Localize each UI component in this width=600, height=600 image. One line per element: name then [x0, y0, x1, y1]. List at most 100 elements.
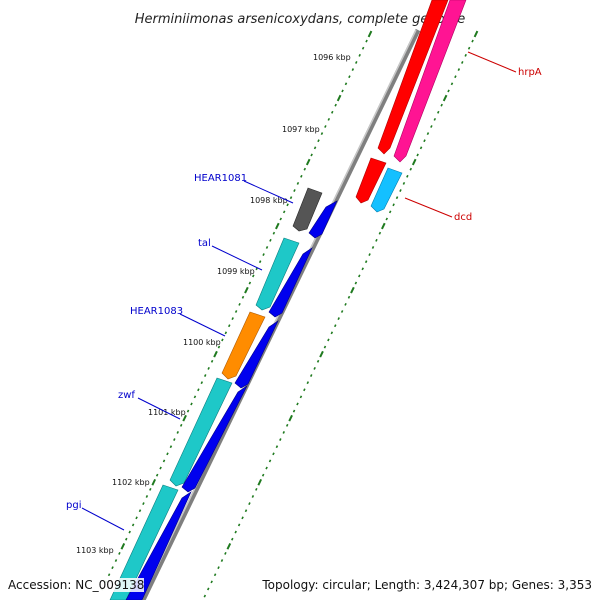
minor-tick — [457, 68, 461, 72]
major-tick — [244, 286, 249, 294]
gene-label-zwf[interactable]: zwf — [118, 390, 135, 401]
minor-tick — [190, 402, 193, 406]
minor-tick — [399, 189, 402, 192]
gene-hrpA-red[interactable] — [377, 0, 449, 155]
minor-tick — [299, 395, 303, 399]
minor-tick — [371, 246, 375, 249]
minor-tick — [355, 61, 358, 64]
minor-tick — [324, 125, 327, 128]
gene-HEAR1081[interactable] — [292, 187, 323, 232]
minor-tick — [159, 466, 162, 470]
minor-tick — [385, 217, 388, 221]
minor-tick — [392, 203, 395, 207]
minor-tick — [107, 573, 111, 577]
gene-tal[interactable] — [255, 237, 300, 311]
minor-tick — [265, 246, 269, 249]
minor-tick — [303, 167, 307, 171]
minor-tick — [334, 103, 337, 107]
accession-text: Accession: NC_009138 — [8, 578, 145, 592]
major-tick — [226, 542, 232, 550]
leader-pgi — [81, 507, 125, 531]
gene-blue-5[interactable] — [125, 491, 192, 600]
major-tick — [305, 158, 311, 166]
major-tick — [411, 158, 417, 166]
minor-tick — [416, 153, 419, 157]
minor-tick — [330, 331, 334, 335]
topology-text: Topology: circular; Length: 3,424,307 bp… — [262, 578, 592, 592]
minor-tick — [464, 53, 467, 57]
minor-tick — [354, 281, 358, 285]
gene-pgi[interactable] — [109, 484, 179, 600]
minor-tick — [461, 61, 464, 64]
major-tick — [473, 30, 479, 38]
minor-tick — [340, 310, 344, 313]
minor-tick — [344, 302, 347, 306]
tick-label-1098: 1098 kbp — [250, 196, 288, 205]
gene-label-HEAR1081[interactable]: HEAR1081 — [194, 173, 247, 184]
minor-tick — [203, 594, 207, 598]
minor-tick — [252, 274, 255, 278]
tick-ring-right — [203, 30, 479, 598]
minor-tick — [231, 317, 234, 321]
gene-label-HEAR1083[interactable]: HEAR1083 — [130, 306, 183, 317]
minor-tick — [300, 174, 303, 178]
minor-tick — [378, 231, 382, 235]
minor-tick — [162, 459, 166, 463]
tick-label-1100: 1100 kbp — [183, 338, 221, 347]
minor-tick — [169, 445, 173, 449]
leader-tal — [211, 245, 263, 271]
gene-blue-3[interactable] — [234, 320, 279, 389]
minor-tick — [179, 423, 183, 427]
minor-tick — [292, 409, 296, 413]
minor-tick — [272, 231, 276, 235]
minor-tick — [262, 253, 265, 256]
minor-tick — [203, 374, 207, 377]
minor-tick — [237, 523, 241, 527]
minor-tick — [261, 473, 265, 477]
minor-tick — [234, 310, 238, 313]
gene-label-tal[interactable]: tal — [198, 238, 211, 249]
gene-label-dcd[interactable]: dcd — [454, 212, 472, 223]
major-tick — [151, 478, 157, 486]
tick-label-1103: 1103 kbp — [76, 546, 114, 555]
minor-tick — [142, 502, 145, 506]
gene-dcd[interactable] — [370, 167, 403, 213]
gene-zwf[interactable] — [169, 377, 233, 487]
minor-tick — [323, 345, 327, 349]
minor-tick — [341, 89, 344, 93]
minor-tick — [289, 196, 293, 200]
gene-blue-1[interactable] — [308, 200, 338, 239]
minor-tick — [248, 502, 251, 506]
major-tick — [275, 222, 280, 230]
major-tick — [288, 414, 293, 422]
minor-tick — [207, 587, 210, 591]
minor-tick — [395, 196, 399, 200]
gene-blue-2[interactable] — [268, 247, 313, 318]
minor-tick — [467, 46, 471, 50]
minor-tick — [268, 459, 272, 463]
major-tick — [367, 30, 373, 38]
minor-tick — [293, 189, 296, 192]
gene-red-lower[interactable] — [355, 157, 387, 204]
major-tick — [120, 542, 126, 550]
minor-tick — [402, 181, 406, 185]
minor-tick — [303, 388, 306, 392]
minor-tick — [125, 537, 128, 541]
minor-tick — [282, 431, 286, 434]
gene-blue-4[interactable] — [181, 385, 248, 493]
minor-tick — [347, 295, 351, 299]
major-tick — [336, 94, 342, 102]
minor-tick — [327, 117, 331, 121]
minor-tick — [234, 530, 237, 534]
minor-tick — [426, 132, 430, 136]
gene-label-hrpA[interactable]: hrpA — [518, 67, 542, 78]
gene-label-pgi[interactable]: pgi — [66, 500, 81, 511]
minor-tick — [313, 366, 316, 370]
gene-HEAR1083[interactable] — [221, 311, 266, 380]
minor-tick — [337, 317, 340, 321]
minor-tick — [334, 324, 337, 328]
minor-tick — [285, 423, 289, 427]
gene-hrpA-pink[interactable] — [393, 0, 467, 163]
minor-tick — [251, 495, 255, 498]
